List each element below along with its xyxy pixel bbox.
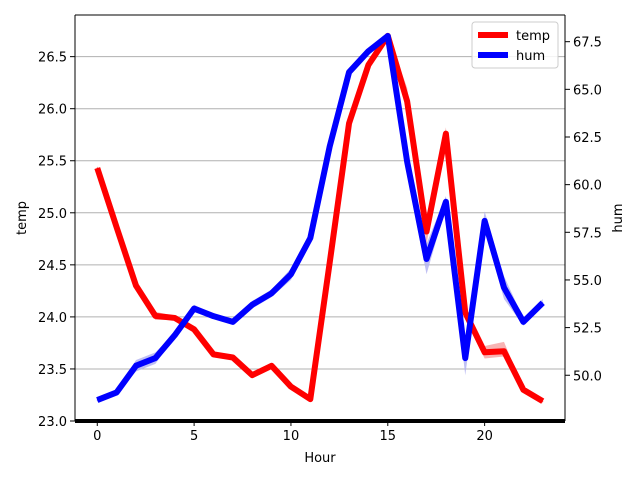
- data-point-hum-3: [154, 357, 156, 359]
- data-point-hum-13: [348, 71, 350, 73]
- data-point-hum-14: [367, 50, 369, 52]
- data-point-hum-20: [484, 220, 486, 222]
- data-point-temp-19: [464, 312, 466, 314]
- data-point-temp-18: [445, 133, 447, 135]
- data-point-hum-19: [464, 357, 466, 359]
- x-tick-label-3: 15: [380, 429, 397, 444]
- data-point-temp-10: [290, 386, 292, 388]
- data-point-hum-9: [271, 292, 273, 294]
- ticks: 0 5 10 15 20 23.0 23.5 24.0 24.5 25.0 25.5 26.0 26.5…: [38, 36, 602, 444]
- x-tick-label-0: 0: [93, 429, 101, 444]
- legend-label-hum: hum: [516, 49, 545, 64]
- data-point-temp-16: [406, 100, 408, 102]
- data-point-hum-16: [406, 161, 408, 163]
- data-point-hum-7: [232, 321, 234, 323]
- y-right-tick-label-4: 60.0: [573, 179, 602, 194]
- y-left-tick-label-4: 25.0: [38, 207, 67, 222]
- data-point-temp-0: [96, 167, 98, 169]
- data-point-hum-17: [426, 258, 428, 260]
- data-point-temp-1: [116, 226, 118, 228]
- x-tick-label-2: 10: [283, 429, 300, 444]
- data-point-temp-4: [174, 317, 176, 319]
- data-point-temp-21: [503, 350, 505, 352]
- data-point-temp-2: [135, 285, 137, 287]
- y-left-tick-label-1: 23.5: [38, 363, 67, 378]
- data-point-temp-20: [484, 351, 486, 353]
- data-point-hum-21: [503, 287, 505, 289]
- data-point-hum-2: [135, 365, 137, 367]
- y-axis-label-right: hum: [611, 203, 626, 232]
- data-point-hum-0: [96, 399, 98, 401]
- data-point-temp-5: [193, 328, 195, 330]
- y-left-tick-label-5: 25.5: [38, 155, 67, 170]
- y-right-tick-label-0: 50.0: [573, 369, 602, 384]
- data-point-hum-5: [193, 308, 195, 310]
- data-point-hum-12: [329, 146, 331, 148]
- legend: temp hum: [471, 21, 559, 69]
- series-line-hum: [96, 32, 545, 403]
- y-left-tick-label-3: 24.5: [38, 259, 67, 274]
- data-point-temp-3: [154, 315, 156, 317]
- y-right-tick-label-6: 65.0: [573, 83, 602, 98]
- y-right-tick-label-1: 52.5: [573, 322, 602, 337]
- series-lines: [94, 32, 545, 404]
- axes: [74, 14, 566, 423]
- data-point-temp-14: [367, 64, 369, 66]
- y-right-tick-label-3: 57.5: [573, 226, 602, 241]
- y-left-tick-label-0: 23.0: [38, 415, 67, 430]
- data-point-hum-23: [542, 302, 544, 304]
- x-tick-label-1: 5: [190, 429, 198, 444]
- x-axis-label: Hour: [304, 451, 336, 466]
- data-point-hum-15: [387, 35, 389, 37]
- data-point-hum-1: [116, 391, 118, 393]
- data-point-hum-22: [522, 321, 524, 323]
- y-right-tick-label-5: 62.5: [573, 131, 602, 146]
- x-tick-label-4: 20: [476, 429, 493, 444]
- legend-label-temp: temp: [516, 29, 550, 44]
- data-point-temp-22: [522, 389, 524, 391]
- data-point-hum-18: [445, 201, 447, 203]
- y-left-tick-label-2: 24.0: [38, 311, 67, 326]
- y-left-tick-label-7: 26.5: [38, 51, 67, 66]
- y-left-tick-label-6: 26.0: [38, 103, 67, 118]
- y-axis-label-left: temp: [15, 201, 30, 235]
- data-point-temp-7: [232, 356, 234, 358]
- data-point-hum-10: [290, 273, 292, 275]
- data-point-temp-23: [542, 400, 544, 402]
- data-point-temp-6: [212, 353, 214, 355]
- data-point-temp-17: [426, 231, 428, 233]
- data-point-temp-13: [348, 122, 350, 124]
- data-point-temp-12: [329, 262, 331, 264]
- data-point-temp-11: [309, 398, 311, 400]
- data-point-hum-6: [212, 315, 214, 317]
- data-point-hum-11: [309, 237, 311, 239]
- y-right-tick-label-7: 67.5: [573, 36, 602, 51]
- data-point-temp-9: [271, 365, 273, 367]
- data-point-temp-8: [251, 374, 253, 376]
- data-point-hum-4: [174, 334, 176, 336]
- y-right-tick-label-2: 55.0: [573, 274, 602, 289]
- data-point-hum-8: [251, 304, 253, 306]
